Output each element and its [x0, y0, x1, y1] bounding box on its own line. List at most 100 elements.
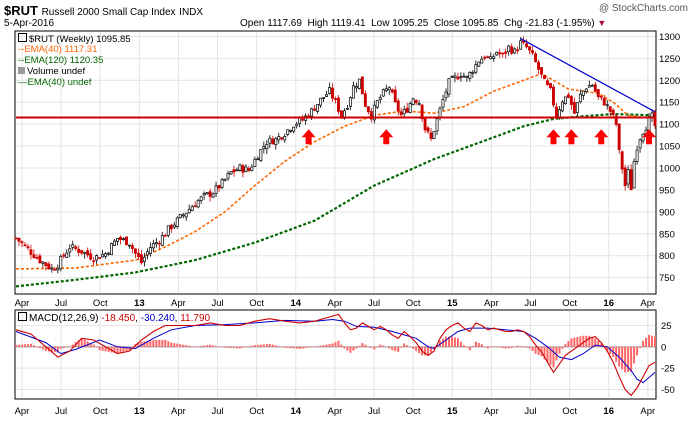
macd-histogram-bar: [328, 343, 331, 347]
macd-histogram-bar: [606, 346, 609, 352]
macd-histogram-bar: [149, 340, 152, 347]
macd-x-tick-label: Jul: [368, 406, 380, 417]
macd-x-tick-label: Apr: [328, 406, 343, 417]
candle-body: [131, 245, 134, 249]
price-y-tick-label: 1000: [659, 163, 680, 174]
candle-body: [148, 247, 152, 254]
candle-body: [253, 158, 257, 167]
exchange: INDX: [179, 7, 204, 18]
candle-body: [301, 118, 305, 121]
price-x-tick-label: Oct: [249, 298, 264, 309]
macd-histogram-bar: [86, 341, 89, 347]
macd-histogram-bar: [388, 346, 391, 349]
candle-body: [244, 166, 248, 173]
macd-histogram-bar: [453, 337, 456, 347]
candle-body: [534, 53, 538, 63]
price-y-tick-label: 1150: [659, 98, 679, 109]
legend-ema120-text: EMA(120) 1120.35: [24, 55, 104, 66]
macd-histogram-bar: [313, 346, 316, 348]
macd-histogram-bar: [397, 346, 400, 352]
candle-body: [414, 100, 418, 104]
macd-histogram-bar: [173, 343, 176, 347]
macd-histogram-bar: [274, 345, 277, 347]
macd-histogram-bar: [498, 346, 501, 348]
candle-body: [462, 75, 466, 78]
macd-histogram-bar: [295, 346, 298, 349]
price-y-tick-label: 1300: [659, 32, 680, 43]
macd-histogram-bar: [253, 345, 256, 347]
open-label: Open: [240, 18, 265, 29]
macd-x-tick-label: 13: [134, 406, 145, 417]
candle-body: [423, 118, 427, 131]
macd-histogram-bar: [292, 346, 295, 349]
macd-panel-frame: [14, 309, 657, 400]
macd-histogram-bar: [528, 346, 531, 349]
candle-body: [474, 64, 478, 73]
macd-x-tick-label: Jul: [55, 406, 67, 417]
price-y-tick-label: 900: [659, 207, 675, 218]
macd-histogram-bar: [185, 345, 188, 347]
candle-body: [492, 56, 496, 59]
candle-body: [193, 205, 197, 208]
macd-histogram-bar: [206, 345, 209, 347]
candle-body: [92, 260, 96, 263]
macd-histogram-bar: [280, 346, 283, 348]
macd-histogram-bar: [286, 346, 289, 348]
candle-body: [98, 257, 102, 259]
macd-histogram-bar: [143, 341, 146, 347]
macd-histogram-bar: [462, 345, 465, 347]
candle-body: [95, 255, 99, 261]
macd-histogram-bar: [600, 343, 603, 347]
up-arrow-icon: [379, 129, 394, 145]
price-x-tick-label: Apr: [640, 298, 655, 309]
candle-body: [322, 97, 326, 99]
macd-histogram-bar: [116, 346, 119, 354]
macd-histogram-bar: [340, 344, 343, 347]
macd-histogram-bar: [212, 345, 215, 347]
macd-histogram-bar: [477, 342, 480, 347]
macd-histogram-bar: [516, 345, 519, 347]
macd-histogram-bar: [424, 346, 427, 356]
macd-histogram-bar: [531, 346, 534, 352]
macd-histogram-bar: [651, 335, 654, 347]
candle-body: [208, 191, 212, 197]
candle-body: [471, 71, 475, 74]
macd-histogram-bar: [630, 346, 633, 372]
candle-body: [14, 237, 18, 240]
macd-histogram-bar: [319, 345, 322, 347]
candlesticks: [14, 36, 657, 274]
macd-histogram-bar: [38, 346, 41, 349]
candle-body: [256, 158, 260, 161]
legend-volume-text: Volume undef: [27, 66, 86, 77]
macd-histogram-bar: [352, 346, 355, 351]
macd-histogram-bar: [654, 336, 656, 347]
macd-x-tick-label: Jul: [211, 406, 223, 417]
macd-y-axis: -50 -25 0 25: [661, 321, 675, 396]
candle-body: [59, 256, 63, 270]
price-x-tick-label: 16: [603, 298, 614, 309]
macd-histogram-bar: [412, 346, 415, 349]
candle-body: [223, 178, 227, 181]
candle-body: [432, 131, 436, 139]
candle-body: [310, 108, 314, 117]
macd-histogram-bar: [322, 345, 325, 347]
macd-histogram-bar: [188, 345, 191, 347]
macd-histogram-bar: [89, 342, 92, 347]
macd-histogram-bar: [594, 338, 597, 347]
candle-body: [116, 237, 119, 242]
macd-histogram-bar: [221, 346, 224, 348]
macd-histogram-bar: [277, 346, 280, 347]
macd-x-tick-label: Oct: [406, 406, 421, 417]
macd-histogram-bar: [200, 345, 203, 347]
macd-histogram-bar: [182, 344, 185, 347]
candle-body: [441, 99, 445, 108]
candle-body: [286, 129, 290, 135]
macd-histogram-bar: [486, 346, 489, 349]
price-y-tick-label: 800: [659, 251, 675, 262]
macd-histogram-bar: [358, 345, 361, 347]
macd-histogram-bar: [50, 346, 53, 352]
candle-body: [563, 96, 567, 105]
macd-histogram-bar: [71, 344, 74, 347]
candle-body: [405, 107, 409, 113]
candle-body: [184, 212, 188, 218]
